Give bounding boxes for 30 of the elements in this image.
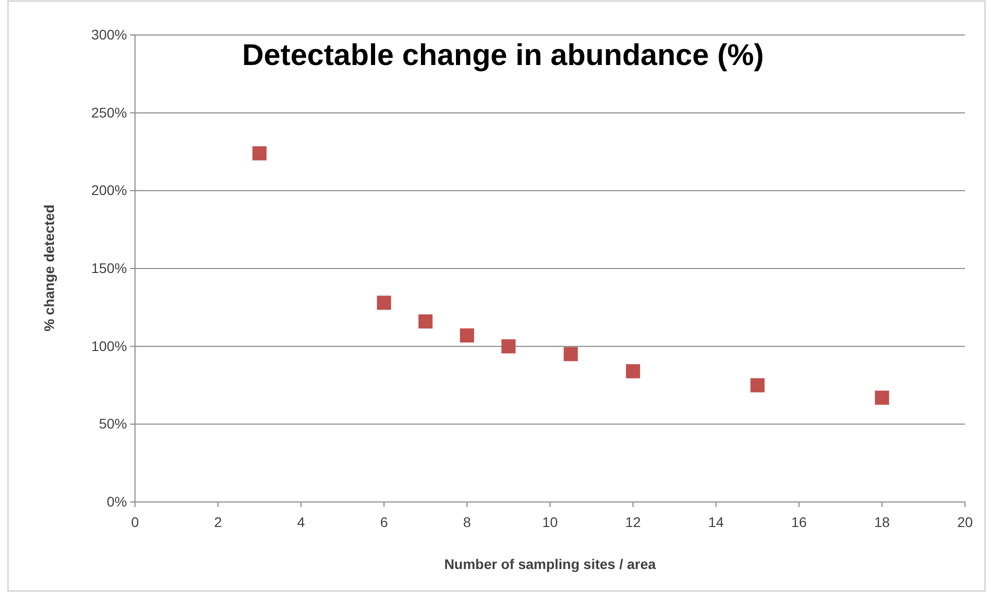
y-tick-label: 50% xyxy=(98,416,127,432)
point xyxy=(418,314,433,328)
chart-title: Detectable change in abundance (%) xyxy=(242,39,764,72)
y-tick-label: 250% xyxy=(91,104,127,120)
x-tick-label: 10 xyxy=(542,514,558,530)
x-tick-label: 16 xyxy=(791,514,807,530)
x-tick-label: 18 xyxy=(874,514,890,530)
x-tick-label: 4 xyxy=(297,514,306,530)
point xyxy=(460,328,474,343)
x-tick-label: 14 xyxy=(708,514,724,530)
x-tick-label: 2 xyxy=(214,514,222,530)
x-tick-label: 12 xyxy=(625,514,641,530)
y-axis-title: % change detected xyxy=(41,204,57,332)
x-tick-label: 6 xyxy=(380,514,388,530)
y-tick-label: 200% xyxy=(91,182,127,198)
y-tick-label: 150% xyxy=(91,260,127,276)
y-tick-label: 300% xyxy=(91,26,127,42)
y-tick-label: 100% xyxy=(91,338,127,354)
x-axis-title: Number of sampling sites / area xyxy=(444,556,656,572)
point xyxy=(750,378,765,392)
x-tick-label: 0 xyxy=(131,514,140,530)
point xyxy=(376,296,392,310)
point xyxy=(501,339,516,354)
x-tick-label: 20 xyxy=(957,514,973,530)
point xyxy=(874,390,890,405)
point xyxy=(626,364,640,378)
y-tick-label: 0% xyxy=(106,493,127,510)
point xyxy=(564,347,578,362)
x-tick-label: 8 xyxy=(463,514,472,530)
point xyxy=(252,146,267,160)
